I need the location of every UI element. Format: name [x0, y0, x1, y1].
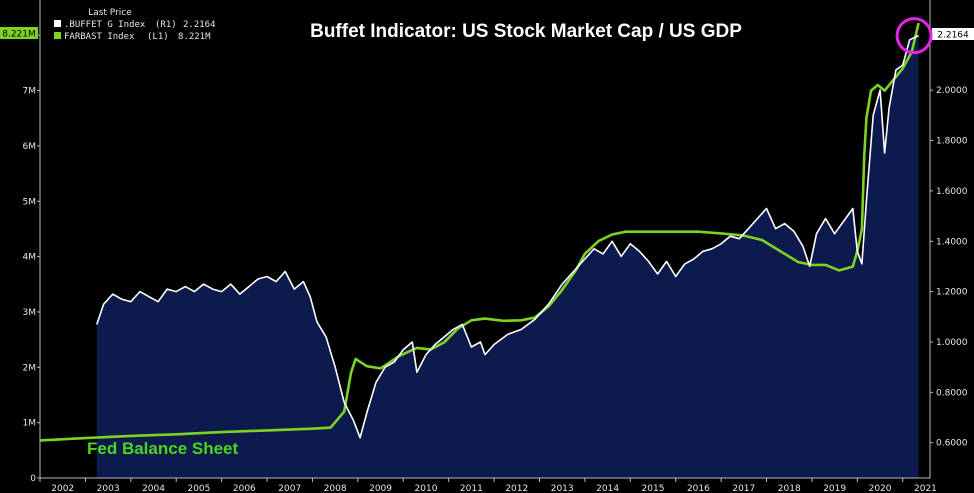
x-tick-label: 2007	[278, 484, 301, 493]
left-tick-label: 5M	[23, 197, 37, 207]
x-tick-label: 2008	[324, 484, 347, 493]
buffet-area-fill	[96, 35, 919, 478]
right-last-badge-text: 2.2164	[937, 31, 969, 41]
legend-entry-farbast-name: FARBAST Index	[64, 32, 135, 42]
left-last-badge: 8.221M	[0, 27, 38, 40]
right-last-badge-box	[932, 28, 974, 40]
x-tick-label: 2014	[596, 484, 619, 493]
x-tick-label: 2005	[187, 484, 210, 493]
x-tick-label: 2017	[732, 484, 755, 493]
left-tick-label: 6M	[23, 142, 37, 152]
legend: Last Price .BUFFET G Index (R1) 2.2164 F…	[54, 8, 216, 42]
legend-entry-farbast-axis: (L1)	[147, 32, 169, 42]
fed-balance-sheet-line	[39, 22, 920, 442]
x-tick-label: 2011	[460, 484, 483, 493]
right-tick-label: 1.4000	[936, 237, 968, 247]
legend-header: Last Price	[88, 8, 132, 18]
highlight-circle	[895, 17, 933, 55]
x-tick-label: 2002	[51, 484, 74, 493]
x-tick-label: 2015	[642, 484, 665, 493]
left-tick-label: 7M	[23, 87, 37, 97]
series-layer	[39, 22, 920, 442]
right-last-badge: 2.2164	[932, 28, 974, 41]
x-tick-label: 2021	[914, 484, 937, 493]
x-tick-label: 2020	[869, 484, 892, 493]
x-tick-label: 2016	[687, 484, 710, 493]
highlight-layer	[895, 17, 933, 55]
x-tick-label: 2013	[551, 484, 574, 493]
x-tick-label: 2019	[823, 484, 846, 493]
legend-entry-farbast-last: 8.221M	[178, 32, 211, 42]
area-layer	[96, 35, 919, 478]
x-tick-label: 2012	[505, 484, 528, 493]
legend-swatch-farbast	[54, 32, 61, 39]
legend-swatch-buffet	[54, 20, 61, 27]
buffet-indicator-line	[96, 34, 919, 439]
left-tick-label: 2M	[23, 363, 37, 373]
legend-entry-buffet-axis: (R1)	[155, 20, 177, 30]
left-tick-label: 3M	[23, 308, 37, 318]
right-tick-label: 1.8000	[936, 137, 968, 147]
right-tick-label: 1.6000	[936, 187, 968, 197]
x-tick-label: 2009	[369, 484, 392, 493]
right-tick-label: 0.8000	[936, 388, 968, 398]
left-tick-label: 0	[30, 474, 36, 484]
right-tick-label: 1.2000	[936, 288, 968, 298]
left-tick-label: 1M	[23, 419, 37, 429]
legend-entry-buffet-name: .BUFFET G Index	[64, 20, 146, 30]
right-tick-label: 0.6000	[936, 439, 968, 449]
legend-entry-buffet-last: 2.2164	[183, 20, 216, 30]
x-tick-label: 2018	[778, 484, 801, 493]
right-tick-label: 2.0000	[936, 86, 968, 96]
chart-title: Buffet Indicator: US Stock Market Cap / …	[310, 21, 742, 42]
right-tick-label: 1.0000	[936, 338, 968, 348]
left-last-badge-text: 8.221M	[2, 30, 36, 40]
x-tick-label: 2003	[97, 484, 120, 493]
x-tick-label: 2004	[142, 484, 165, 493]
left-tick-label: 4M	[23, 253, 37, 263]
x-tick-label: 2010	[415, 484, 438, 493]
x-tick-label: 2006	[233, 484, 256, 493]
left-last-badge-box	[0, 27, 38, 39]
fed-balance-sheet-annotation: Fed Balance Sheet	[87, 439, 239, 458]
